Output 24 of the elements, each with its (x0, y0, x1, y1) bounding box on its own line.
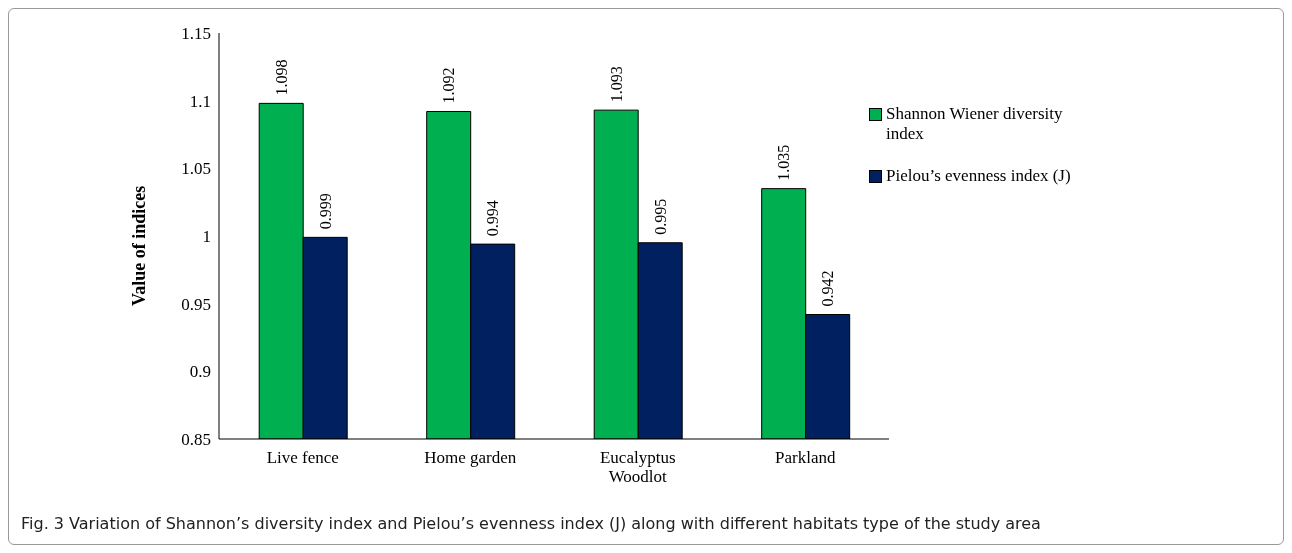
data-label: 0.995 (651, 198, 669, 235)
x-tick-label: Home garden (424, 448, 517, 467)
y-tick-label: 0.85 (181, 430, 211, 450)
y-tick-label: 1.05 (181, 159, 211, 179)
data-label: 0.942 (819, 270, 837, 307)
y-axis-title: Value of indices (129, 185, 150, 306)
legend-label: Shannon Wiener diversity index (886, 104, 1064, 144)
data-label: 1.035 (775, 144, 793, 181)
data-label: 0.999 (316, 193, 334, 230)
data-label: 1.092 (440, 67, 458, 104)
data-label: 1.098 (272, 59, 290, 96)
legend-label: Pielou’s evenness index (J) (886, 166, 1071, 186)
data-label: 0.994 (484, 200, 502, 237)
data-label: 1.093 (607, 66, 625, 103)
y-tick-label: 1.15 (181, 24, 211, 44)
x-tick-label: Parkland (775, 448, 836, 467)
caption: Fig. 3 Variation of Shannon’s diversity index and Pielou’s evenness index (J) along with different habitats type of the study area (21, 514, 1041, 533)
figure-frame: Live fence Home garden Eucalyptus Woodlot Parkland 0.85 0.9 0.95 1 1.05 1.1 1.15 Value of indices 1.098 1.092 1.093 1.035 0.999 0.994 0.995 0.942 Shannon Wiener diversity index Pielou’s evenness index (J) Fig. 3 Variation of Shannon’s diversity index and Pielou’s evenness index (J) along with different habitats type of the study area (8, 8, 1284, 545)
x-tick-label: Live fence (266, 448, 339, 467)
y-tick-label: 1.1 (189, 91, 211, 111)
y-tick-label: 0.9 (189, 362, 211, 382)
y-tick-label: 1 (202, 227, 211, 247)
y-tick-label: 0.95 (181, 294, 211, 314)
x-tick-label: Eucalyptus Woodlot (599, 448, 676, 486)
